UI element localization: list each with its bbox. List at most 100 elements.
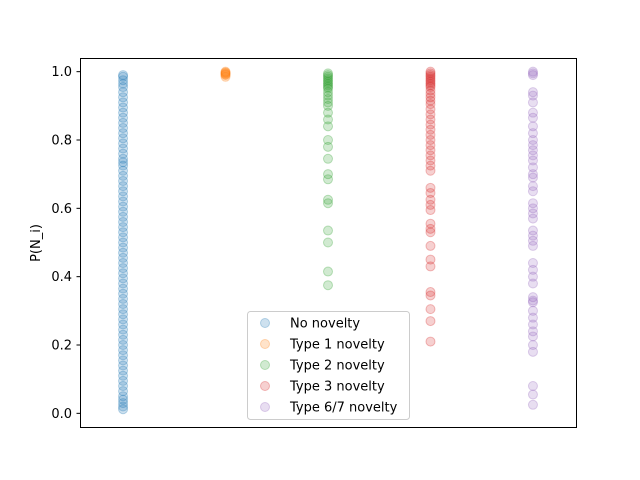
data-point: [323, 78, 333, 89]
data-point: [118, 268, 129, 279]
y-tick-label: 0.4: [51, 270, 72, 285]
y-tick-label: 0.2: [51, 339, 72, 354]
data-point: [527, 97, 538, 108]
data-point: [118, 394, 129, 405]
data-point: [118, 350, 129, 361]
data-point: [425, 290, 436, 301]
data-point: [118, 196, 129, 207]
y-axis-label: P(N_i): [29, 224, 44, 262]
data-point: [425, 71, 436, 82]
data-point: [527, 186, 538, 197]
data-point: [527, 145, 538, 156]
data-point: [425, 114, 436, 125]
data-point: [118, 75, 129, 86]
data-point: [323, 266, 333, 277]
legend-marker: [260, 402, 270, 412]
data-point: [425, 155, 436, 166]
data-point: [118, 206, 129, 217]
data-point: [118, 165, 129, 176]
data-point: [527, 319, 538, 330]
data-point: [425, 75, 436, 86]
data-point: [527, 381, 538, 391]
data-point: [527, 162, 538, 173]
data-point: [527, 326, 538, 337]
data-point: [118, 288, 129, 299]
data-point: [425, 150, 436, 161]
data-point: [425, 199, 436, 210]
data-point: [323, 100, 333, 111]
data-point: [118, 360, 129, 371]
data-point: [425, 129, 436, 140]
y-tick-label: 0.6: [51, 202, 72, 217]
data-point: [118, 345, 129, 356]
data-point: [527, 271, 538, 282]
data-point: [425, 92, 436, 103]
data-point: [323, 107, 333, 118]
data-point: [118, 97, 129, 108]
data-point: [527, 87, 538, 98]
data-point: [527, 90, 538, 101]
legend-marker: [260, 339, 270, 349]
data-point: [323, 194, 333, 205]
data-point: [425, 99, 436, 110]
data-point: [425, 304, 436, 315]
data-point: [323, 153, 333, 164]
data-point: [425, 109, 436, 120]
data-point: [118, 398, 129, 409]
data-point: [527, 198, 538, 209]
data-point: [425, 187, 436, 198]
data-point: [118, 283, 129, 294]
data-point: [425, 68, 436, 79]
data-point: [118, 263, 129, 274]
data-point: [118, 232, 129, 243]
data-point: [118, 309, 129, 320]
data-point: [118, 160, 129, 171]
data-point: [527, 121, 538, 132]
data-point: [220, 71, 231, 82]
legend-marker: [260, 318, 270, 328]
data-point: [118, 334, 129, 345]
data-point: [118, 133, 129, 144]
data-point: [118, 112, 129, 123]
data-point: [425, 73, 436, 84]
data-point: [425, 240, 436, 251]
data-point: [527, 258, 538, 268]
data-point: [118, 375, 129, 386]
legend-marker: [260, 381, 270, 391]
data-point: [527, 340, 538, 350]
y-axis: 0.0 0.2 0.4 0.6 0.8 1.0: [51, 65, 80, 422]
data-point: [425, 104, 436, 115]
points-layer: [118, 66, 538, 415]
data-point: [425, 205, 436, 216]
series-1: [220, 66, 231, 82]
data-point: [323, 68, 333, 79]
data-point: [118, 319, 129, 330]
data-point: [527, 305, 538, 316]
data-point: [118, 170, 129, 181]
data-point: [425, 182, 436, 193]
data-point: [323, 70, 333, 81]
y-tick-label: 0.0: [51, 407, 72, 422]
data-point: [323, 198, 333, 209]
data-point: [220, 70, 231, 81]
data-point: [527, 346, 538, 357]
data-point: [425, 95, 436, 106]
data-point: [118, 102, 129, 113]
data-point: [323, 75, 333, 86]
data-point: [118, 293, 129, 304]
data-point: [323, 121, 333, 132]
data-point: [323, 135, 333, 145]
data-point: [118, 258, 129, 268]
data-point: [323, 87, 333, 98]
data-point: [527, 399, 538, 410]
data-point: [118, 123, 129, 134]
data-point: [118, 222, 129, 233]
data-point: [118, 138, 129, 149]
data-point: [425, 88, 436, 99]
data-point: [118, 299, 129, 309]
data-point: [425, 254, 436, 265]
data-point: [323, 225, 333, 236]
data-point: [118, 329, 129, 340]
data-point: [323, 174, 333, 185]
